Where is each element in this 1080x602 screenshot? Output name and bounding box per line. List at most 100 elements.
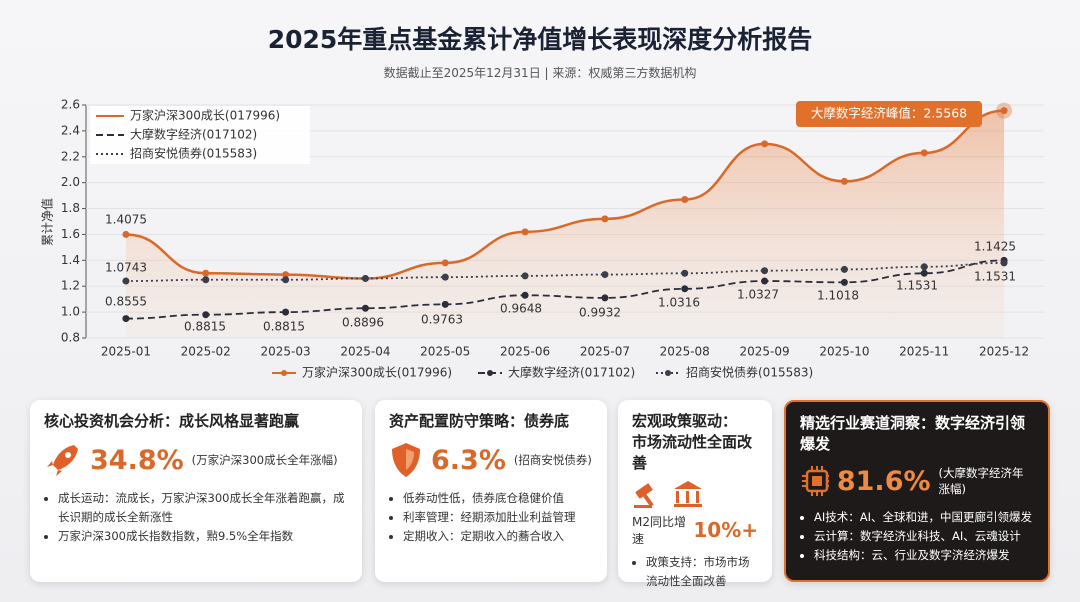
point bbox=[681, 195, 689, 203]
highlight: 10%+ bbox=[693, 518, 758, 542]
highlight-note: (万家沪深300成长全年涨幅) bbox=[191, 453, 338, 467]
peak-glow bbox=[996, 102, 1013, 119]
card: 宏观政策驱动： 市场流动性全面改善 M2同比增速 10%+ 政策支持：市场市场流动性… bbox=[618, 400, 772, 588]
point bbox=[202, 269, 210, 277]
card: 资产配置防守策略：债券底 6.3% (招商安悦债券) 低券动性低，债券底仓稳健价值… bbox=[375, 400, 607, 582]
callout-box bbox=[796, 101, 982, 127]
card-title: 市场流动性全面改善 bbox=[632, 433, 753, 472]
y-tick-label: 1.4 bbox=[61, 253, 80, 267]
card-title: 核心投资机会分析：成长风格显著跑赢 bbox=[44, 412, 300, 430]
legend-label: 大摩数字经济(017102) bbox=[508, 365, 635, 380]
point bbox=[122, 277, 130, 285]
point bbox=[1000, 107, 1008, 115]
bullet: 云计算：数字经济业科技、AI、云魂设计 bbox=[814, 527, 1034, 546]
x-tick-label: 2025-03 bbox=[261, 345, 311, 359]
annotation: 0.9932 bbox=[579, 306, 621, 320]
highlight: 81.6% bbox=[836, 465, 931, 497]
card: 核心投资机会分析：成长风格显著跑赢 34.8% (万家沪深300成长全年涨幅) 成… bbox=[30, 400, 362, 582]
point bbox=[282, 271, 290, 279]
chip-icon bbox=[802, 466, 829, 496]
card-title: 资产配置防守策略：债券底 bbox=[389, 412, 570, 430]
point bbox=[840, 278, 848, 286]
point bbox=[361, 304, 369, 312]
point bbox=[122, 230, 130, 238]
legend-marker bbox=[281, 370, 287, 376]
point bbox=[761, 267, 769, 275]
point bbox=[521, 272, 529, 280]
highlight: 34.8% bbox=[90, 444, 184, 476]
x-tick-label: 2025-01 bbox=[101, 345, 151, 359]
y-tick-label: 1.6 bbox=[61, 227, 80, 241]
bullet: 万家沪深300成长指数指数，㸃9.5%全年指数 bbox=[58, 527, 348, 546]
x-tick-label: 2025-11 bbox=[899, 345, 949, 359]
shield-icon bbox=[392, 443, 420, 477]
y-tick-label: 1.2 bbox=[61, 279, 80, 293]
point bbox=[441, 273, 449, 281]
x-tick-label: 2025-09 bbox=[740, 345, 790, 359]
point bbox=[920, 269, 928, 277]
point bbox=[681, 269, 689, 277]
y-tick-label: 1.0 bbox=[61, 305, 80, 319]
point bbox=[840, 265, 848, 273]
bullet: 科技结构：云、行业及数字济经济爆发 bbox=[814, 546, 1034, 565]
x-tick-label: 2025-07 bbox=[580, 345, 630, 359]
annotation: 1.0327 bbox=[737, 288, 779, 302]
highlight-label: M2同比增速 bbox=[632, 515, 686, 546]
legend-marker bbox=[665, 370, 671, 376]
point bbox=[122, 315, 130, 323]
x-tick-label: 2025-08 bbox=[660, 345, 710, 359]
y-tick-label: 2.4 bbox=[61, 123, 80, 137]
annotation: 1.1018 bbox=[817, 289, 859, 303]
point bbox=[282, 308, 290, 316]
x-tick-label: 2025-02 bbox=[181, 345, 231, 359]
y-tick-label: 2.0 bbox=[61, 175, 80, 189]
bullet: AI技术：AI、全球和进，中国更廊引领爆发 bbox=[814, 508, 1034, 527]
point bbox=[282, 276, 290, 284]
annotation: 1.1425 bbox=[974, 240, 1016, 254]
x-tick-label: 2025-12 bbox=[979, 345, 1029, 359]
point bbox=[202, 276, 210, 284]
y-tick-label: 2.2 bbox=[61, 149, 80, 163]
series-line bbox=[125, 259, 1005, 320]
annotation: 0.8815 bbox=[263, 320, 305, 334]
point bbox=[441, 259, 449, 267]
card-title: 宏观政策驱动： bbox=[632, 412, 738, 430]
series-line bbox=[125, 262, 1005, 282]
legend-box bbox=[90, 106, 310, 164]
callout: 大摩数字经济峰值：2.5568 bbox=[811, 106, 967, 121]
annotation: 1.1531 bbox=[974, 270, 1016, 284]
point bbox=[681, 285, 689, 293]
y-axis-label: 累计净值 bbox=[40, 198, 55, 246]
bullet: 成长运动：流成长，万家沪深300成长全年涨着跑赢，成长识期的成长全新涨性 bbox=[58, 489, 348, 527]
point bbox=[1000, 259, 1008, 267]
y-tick-label: 0.8 bbox=[61, 331, 80, 345]
header-subtitle: 数据截止至2025年12月31日 | 来源：权威第三方数据机构 bbox=[383, 66, 697, 80]
highlight-note: (大摩数字经济年涨幅) bbox=[938, 466, 1024, 496]
chart: 累计净值 0.8 1.0 1.2 1.4 1.6 1.8 2.0 2.2 2.4 2.6 2025-… bbox=[40, 98, 1044, 380]
x-tick-label: 2025-10 bbox=[819, 345, 869, 359]
policy-icons bbox=[634, 481, 702, 508]
bullet: 政策支持：市场市场流动性全面改善 bbox=[646, 553, 758, 591]
point bbox=[840, 177, 848, 185]
legend-label: 万家沪深300成长(017996) bbox=[130, 108, 280, 123]
header-title: 2025年重点基金累计净值增长表现深度分析报告 bbox=[267, 25, 813, 54]
annotation: 0.9763 bbox=[421, 313, 463, 327]
annotation: 0.9648 bbox=[500, 302, 542, 316]
annotation: 1.0316 bbox=[658, 296, 700, 310]
point bbox=[761, 140, 769, 148]
annotation: 1.1531 bbox=[896, 279, 938, 293]
x-tick-label: 2025-04 bbox=[340, 345, 390, 359]
y-tick-label: 2.6 bbox=[61, 98, 80, 112]
highlight: 6.3% bbox=[431, 444, 506, 476]
point bbox=[521, 228, 529, 236]
annotation: 0.8815 bbox=[184, 320, 226, 334]
card-title: 精选行业赛道洞察：数字经济引领爆发 bbox=[800, 414, 1026, 453]
legend-marker bbox=[487, 370, 493, 376]
x-tick-label: 2025-06 bbox=[500, 345, 550, 359]
bullet: 低券动性低，债券底仓稳健价值 bbox=[403, 489, 593, 508]
point bbox=[920, 263, 928, 271]
annotation: 0.8555 bbox=[105, 295, 147, 309]
point bbox=[761, 277, 769, 285]
bullet: 利率管理：经期添加肚业利益管理 bbox=[403, 508, 593, 527]
point bbox=[361, 274, 369, 282]
